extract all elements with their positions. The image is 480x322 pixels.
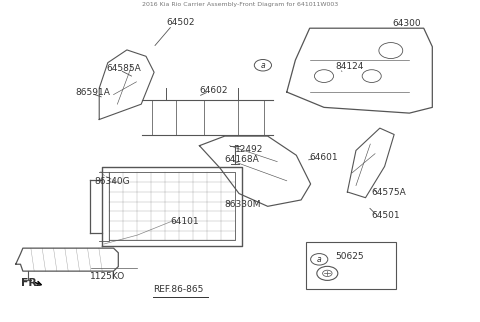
Text: 64501: 64501: [371, 211, 400, 220]
Text: 64168A: 64168A: [225, 155, 260, 164]
Text: a: a: [317, 255, 322, 264]
Bar: [306, 242, 396, 289]
Text: 50625: 50625: [336, 252, 364, 261]
Text: REF.86-865: REF.86-865: [153, 285, 204, 294]
Text: 84124: 84124: [336, 62, 364, 71]
Text: 64601: 64601: [309, 153, 338, 162]
Text: 64575A: 64575A: [371, 188, 406, 197]
Text: 64585A: 64585A: [107, 64, 141, 73]
Text: 86591A: 86591A: [75, 88, 110, 97]
Text: 64602: 64602: [199, 86, 228, 95]
Text: 64502: 64502: [166, 18, 194, 27]
Text: 86330M: 86330M: [225, 200, 261, 209]
Text: FR.: FR.: [22, 278, 42, 288]
Text: 2016 Kia Rio Carrier Assembly-Front Diagram for 641011W003: 2016 Kia Rio Carrier Assembly-Front Diag…: [142, 2, 338, 7]
Text: 86340G: 86340G: [95, 177, 130, 186]
Text: 64300: 64300: [393, 19, 421, 28]
Text: 64101: 64101: [171, 217, 199, 226]
Text: 12492: 12492: [235, 145, 264, 154]
Text: a: a: [261, 61, 265, 70]
Text: 1125KO: 1125KO: [90, 272, 125, 281]
